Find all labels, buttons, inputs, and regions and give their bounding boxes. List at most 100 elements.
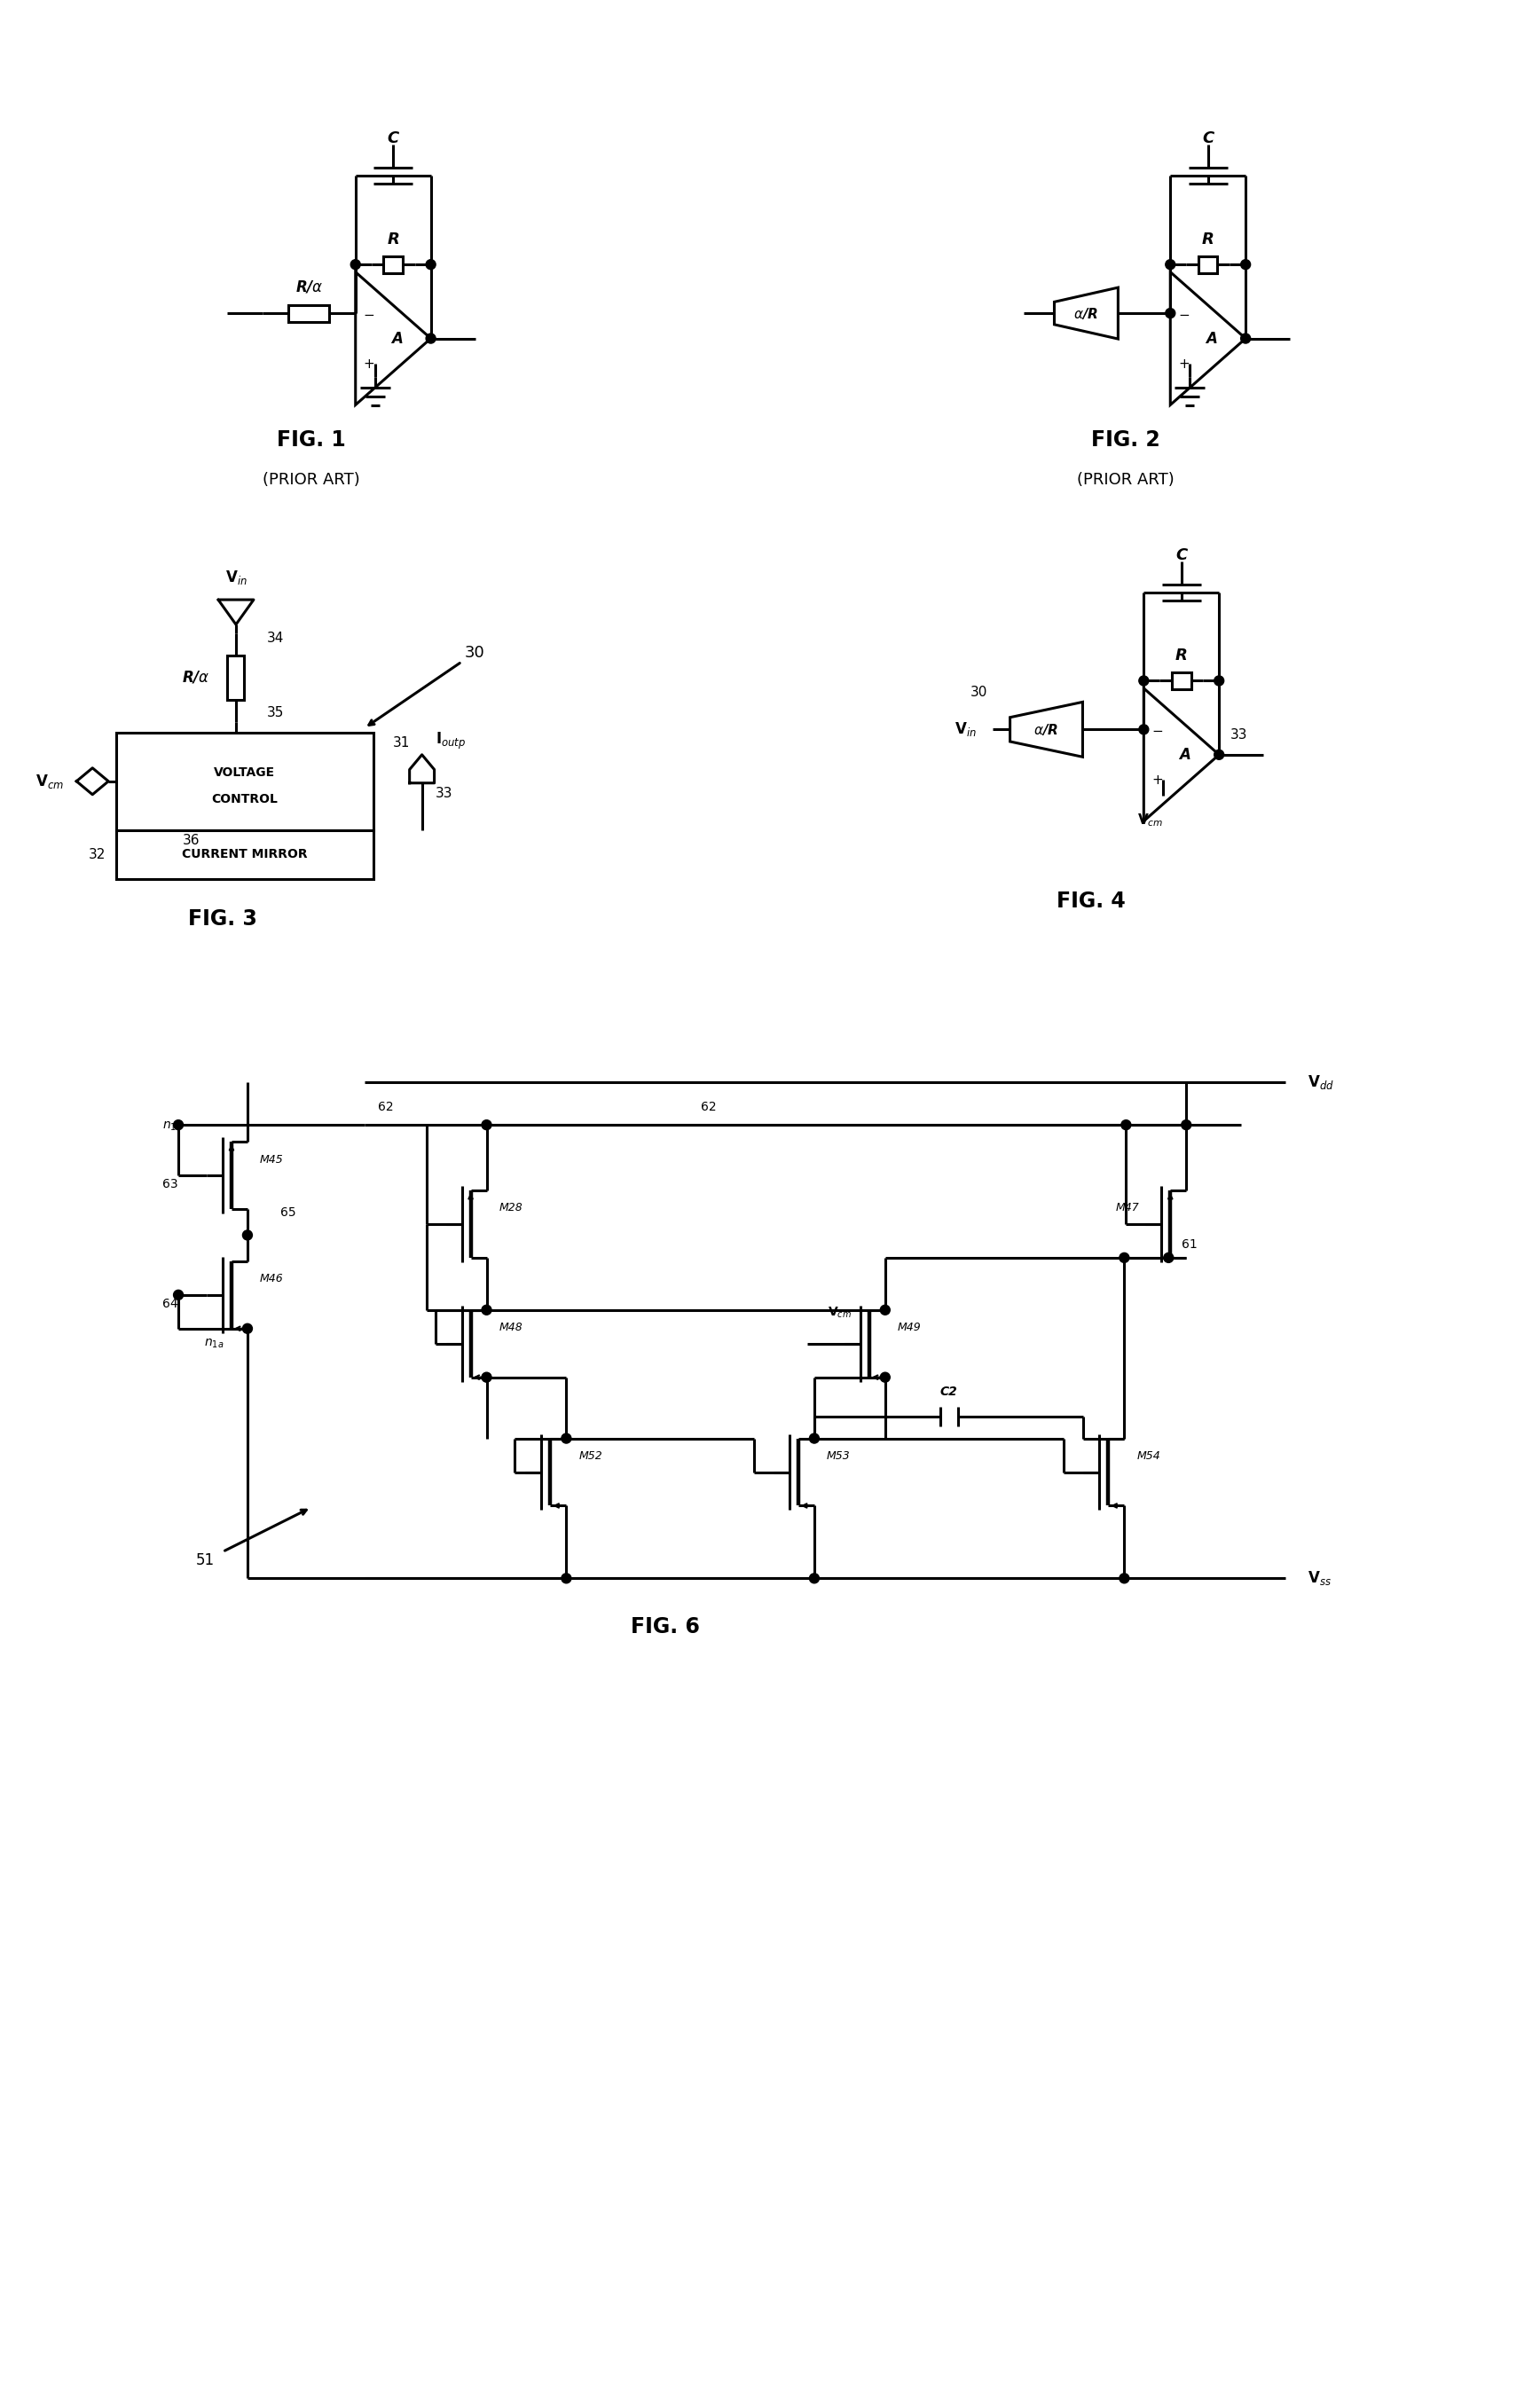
Bar	[228, 656, 245, 699]
Circle shape	[174, 1121, 183, 1130]
Text: V$_{dd}$: V$_{dd}$	[1307, 1073, 1334, 1092]
Text: M54: M54	[1137, 1451, 1161, 1461]
Text: 36: 36	[183, 833, 200, 848]
Circle shape	[1241, 259, 1250, 268]
Text: 30: 30	[970, 685, 987, 699]
Bar	[383, 256, 402, 273]
Text: V$_{cm}$: V$_{cm}$	[35, 774, 65, 790]
Text: V$_{in}$: V$_{in}$	[225, 568, 246, 587]
Text: 63: 63	[163, 1178, 179, 1190]
Text: $+$: $+$	[1178, 357, 1190, 371]
Text: M47: M47	[1115, 1202, 1140, 1214]
Text: 31: 31	[393, 738, 410, 750]
Text: 51: 51	[196, 1552, 214, 1569]
Bar	[117, 831, 373, 879]
Text: V$_{cm}$: V$_{cm}$	[1137, 812, 1163, 829]
Text: $+$: $+$	[363, 357, 374, 371]
Circle shape	[427, 333, 436, 342]
Circle shape	[1241, 333, 1250, 342]
Text: R: R	[1175, 649, 1187, 663]
Text: $\alpha$/R: $\alpha$/R	[1033, 721, 1060, 738]
Text: C: C	[387, 132, 399, 146]
Text: VOLTAGE: VOLTAGE	[214, 766, 276, 778]
Circle shape	[427, 259, 436, 268]
Text: 61: 61	[1181, 1238, 1198, 1250]
Text: 34: 34	[266, 632, 283, 644]
Circle shape	[881, 1305, 890, 1315]
Text: CONTROL: CONTROL	[211, 793, 279, 805]
Circle shape	[1166, 309, 1175, 319]
Circle shape	[562, 1435, 571, 1444]
Circle shape	[482, 1305, 491, 1315]
Circle shape	[881, 1372, 890, 1382]
Text: 32: 32	[89, 848, 106, 860]
Circle shape	[1120, 1574, 1129, 1583]
Text: C: C	[1175, 546, 1187, 563]
Bar	[1198, 256, 1218, 273]
Text: V$_{in}$: V$_{in}$	[955, 721, 976, 738]
Text: $+$: $+$	[1152, 774, 1163, 786]
Text: M48: M48	[499, 1322, 522, 1334]
Text: FIG. 6: FIG. 6	[631, 1617, 701, 1638]
Text: M46: M46	[260, 1274, 283, 1284]
Text: R/$\alpha$: R/$\alpha$	[296, 278, 323, 295]
Text: 33: 33	[436, 788, 453, 800]
Circle shape	[174, 1291, 183, 1300]
Text: 30: 30	[465, 644, 485, 661]
Circle shape	[243, 1324, 253, 1334]
Text: C2: C2	[939, 1384, 958, 1399]
Text: $-$: $-$	[363, 307, 374, 321]
Circle shape	[1140, 675, 1149, 685]
Text: CURRENT MIRROR: CURRENT MIRROR	[182, 848, 308, 860]
Text: C: C	[1203, 132, 1214, 146]
Bar	[1172, 673, 1190, 690]
Text: 62: 62	[377, 1102, 393, 1114]
Circle shape	[1214, 750, 1224, 759]
Text: R: R	[1201, 232, 1214, 247]
Bar	[288, 304, 330, 321]
Circle shape	[810, 1435, 819, 1444]
Text: A: A	[1206, 331, 1218, 347]
Circle shape	[1164, 1253, 1173, 1262]
Circle shape	[1166, 259, 1175, 268]
Text: V$_{cm}$: V$_{cm}$	[827, 1305, 852, 1320]
Text: M52: M52	[579, 1451, 602, 1461]
Text: $-$: $-$	[1178, 307, 1190, 321]
Text: R/$\alpha$: R/$\alpha$	[182, 671, 209, 685]
Circle shape	[810, 1574, 819, 1583]
Text: R: R	[387, 232, 399, 247]
Text: $-$: $-$	[1152, 723, 1163, 735]
Circle shape	[482, 1372, 491, 1382]
Circle shape	[1214, 675, 1224, 685]
Text: $\alpha$/R: $\alpha$/R	[1073, 307, 1098, 321]
Text: (PRIOR ART): (PRIOR ART)	[262, 472, 360, 489]
Text: 33: 33	[1230, 728, 1247, 742]
Text: (PRIOR ART): (PRIOR ART)	[1078, 472, 1175, 489]
Text: 65: 65	[280, 1207, 296, 1219]
Text: M28: M28	[499, 1202, 522, 1214]
Circle shape	[482, 1121, 491, 1130]
Circle shape	[1121, 1121, 1130, 1130]
Circle shape	[1120, 1253, 1129, 1262]
Circle shape	[1140, 726, 1149, 735]
Text: 64: 64	[163, 1298, 179, 1310]
Text: M49: M49	[898, 1322, 921, 1334]
Text: M53: M53	[827, 1451, 850, 1461]
Circle shape	[243, 1231, 253, 1241]
Text: FIG. 1: FIG. 1	[277, 429, 345, 450]
Circle shape	[351, 259, 360, 268]
Text: 35: 35	[266, 707, 283, 721]
Text: FIG. 2: FIG. 2	[1092, 429, 1161, 450]
Text: A: A	[1180, 747, 1190, 762]
Text: n$_{1b}$: n$_{1b}$	[163, 1121, 183, 1133]
Text: I$_{outp}$: I$_{outp}$	[436, 730, 465, 752]
Text: FIG. 4: FIG. 4	[1056, 891, 1126, 912]
Circle shape	[562, 1574, 571, 1583]
Bar	[117, 733, 373, 831]
Text: n$_{1a}$: n$_{1a}$	[203, 1336, 223, 1351]
Text: M45: M45	[260, 1154, 283, 1166]
Text: V$_{ss}$: V$_{ss}$	[1307, 1569, 1332, 1588]
Text: 62: 62	[701, 1102, 716, 1114]
Text: A: A	[391, 331, 402, 347]
Text: FIG. 3: FIG. 3	[188, 908, 257, 929]
